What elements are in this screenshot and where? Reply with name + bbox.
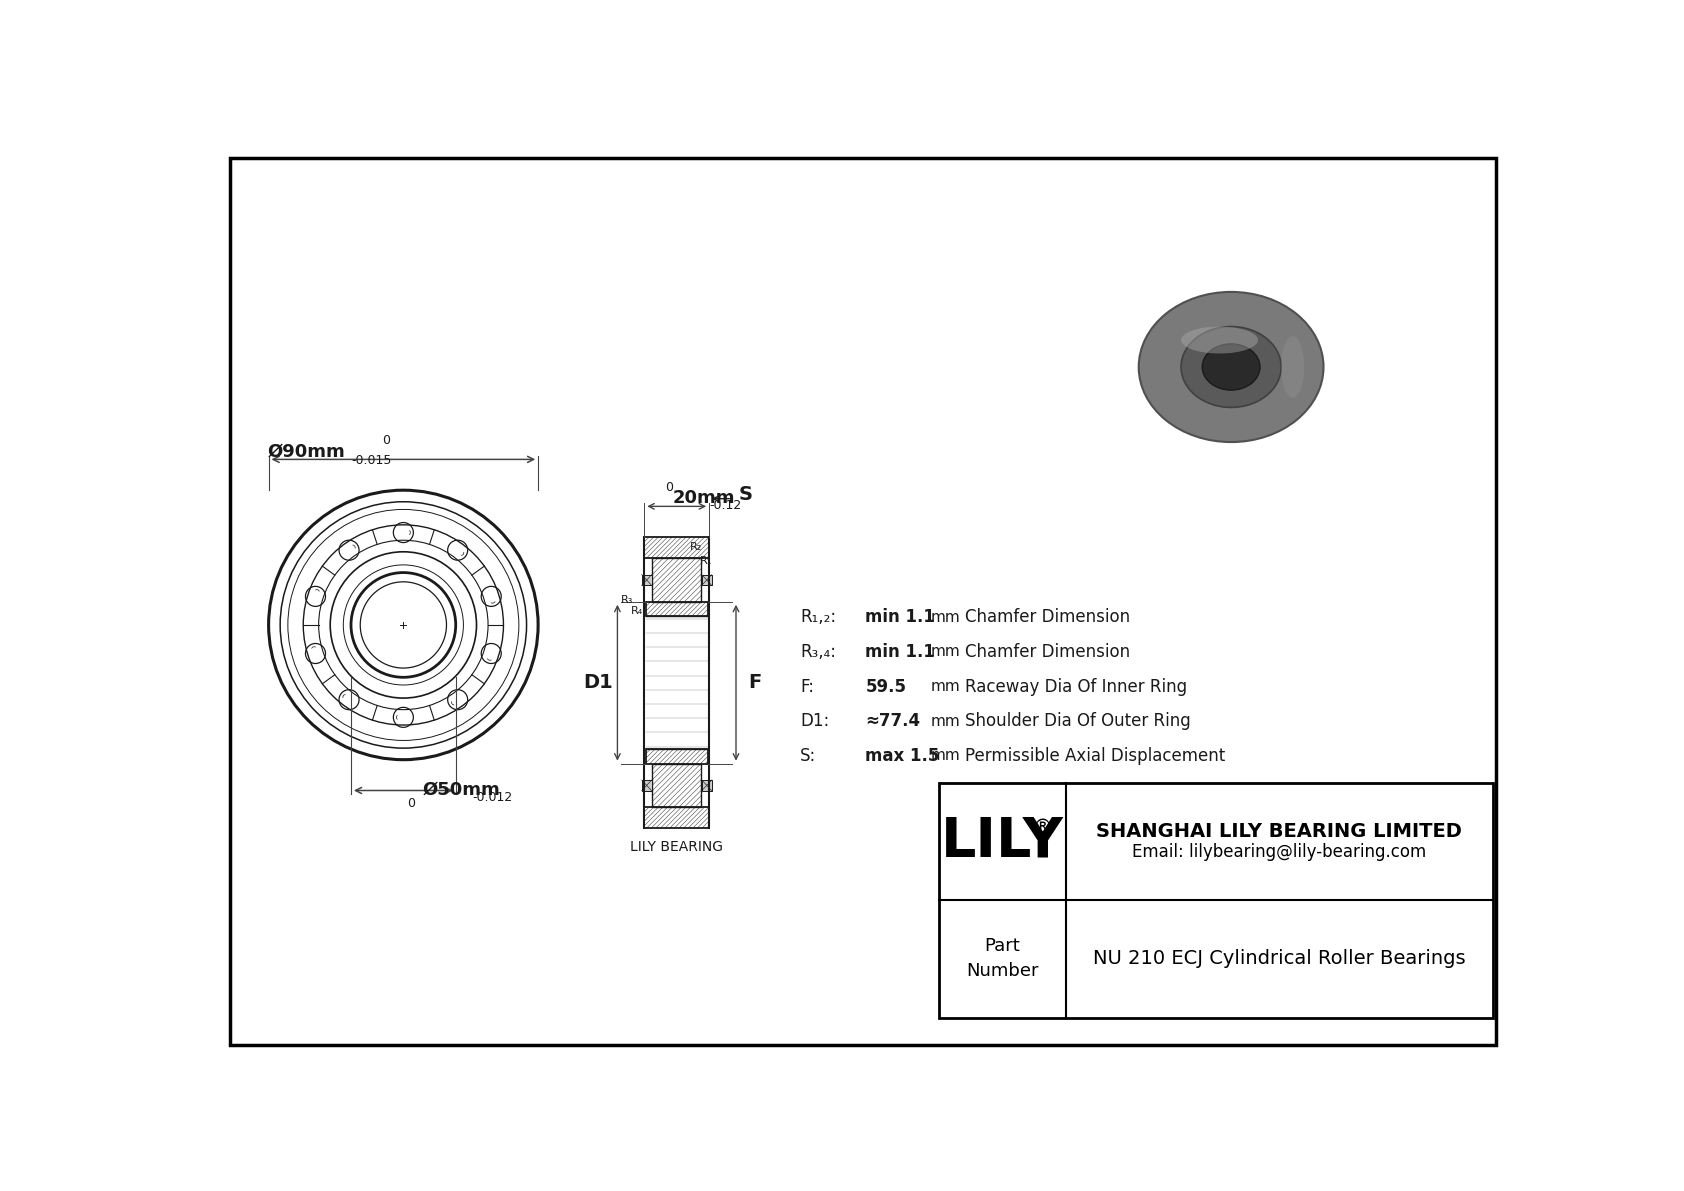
Text: SHANGHAI LILY BEARING LIMITED: SHANGHAI LILY BEARING LIMITED (1096, 822, 1462, 841)
Text: mm: mm (931, 713, 960, 729)
Text: R₄: R₄ (632, 606, 643, 616)
Text: Chamfer Dimension: Chamfer Dimension (965, 609, 1130, 626)
Bar (702, 780, 712, 791)
Ellipse shape (1180, 326, 1282, 407)
Text: mm: mm (931, 748, 960, 763)
Text: 0: 0 (408, 797, 414, 810)
Text: min 1.1: min 1.1 (866, 609, 935, 626)
Text: Ø50mm: Ø50mm (423, 780, 500, 798)
Text: Shoulder Dia Of Outer Ring: Shoulder Dia Of Outer Ring (965, 712, 1191, 730)
Text: D1: D1 (583, 673, 613, 692)
Text: D1:: D1: (800, 712, 829, 730)
Text: S: S (738, 485, 753, 504)
Bar (652, 763, 701, 807)
Text: R₃: R₃ (621, 596, 633, 605)
Text: 20mm: 20mm (674, 488, 736, 506)
Text: S:: S: (800, 747, 817, 765)
Ellipse shape (1138, 292, 1324, 442)
Ellipse shape (1180, 326, 1258, 354)
Text: Permissible Axial Displacement: Permissible Axial Displacement (965, 747, 1226, 765)
Text: mm: mm (931, 610, 960, 625)
Text: 0: 0 (665, 481, 674, 494)
Text: F:: F: (800, 678, 813, 696)
Bar (645, 807, 709, 828)
Text: Ø90mm: Ø90mm (268, 442, 345, 460)
Text: LILY BEARING: LILY BEARING (630, 841, 722, 854)
Text: Raceway Dia Of Inner Ring: Raceway Dia Of Inner Ring (965, 678, 1187, 696)
Text: ≈77.4: ≈77.4 (866, 712, 921, 730)
Bar (652, 559, 701, 601)
Text: -0.12: -0.12 (709, 499, 741, 512)
Text: 0: 0 (382, 434, 391, 447)
Bar (647, 601, 707, 617)
Bar (642, 780, 652, 791)
Text: 59.5: 59.5 (866, 678, 906, 696)
Text: R₃,₄:: R₃,₄: (800, 643, 835, 661)
Bar (642, 574, 652, 586)
Bar (702, 574, 712, 586)
Text: -0.012: -0.012 (472, 791, 512, 804)
Text: ®: ® (1032, 818, 1052, 837)
Text: mm: mm (931, 644, 960, 660)
Text: R₁: R₁ (701, 556, 712, 567)
Text: -0.015: -0.015 (350, 454, 391, 467)
Text: Email: lilybearing@lily-bearing.com: Email: lilybearing@lily-bearing.com (1132, 842, 1426, 861)
Text: LILY: LILY (941, 815, 1064, 868)
Text: min 1.1: min 1.1 (866, 643, 935, 661)
Text: max 1.5: max 1.5 (866, 747, 940, 765)
Bar (647, 749, 707, 763)
Text: NU 210 ECJ Cylindrical Roller Bearings: NU 210 ECJ Cylindrical Roller Bearings (1093, 949, 1465, 968)
Text: mm: mm (931, 679, 960, 694)
Text: Part
Number: Part Number (967, 937, 1039, 980)
Text: Chamfer Dimension: Chamfer Dimension (965, 643, 1130, 661)
Text: R₂: R₂ (690, 542, 702, 553)
Text: R₁,₂:: R₁,₂: (800, 609, 835, 626)
Bar (645, 537, 709, 559)
Ellipse shape (1282, 336, 1305, 398)
Ellipse shape (1202, 344, 1260, 391)
Text: F: F (749, 673, 761, 692)
Bar (938, 782, 1494, 1017)
